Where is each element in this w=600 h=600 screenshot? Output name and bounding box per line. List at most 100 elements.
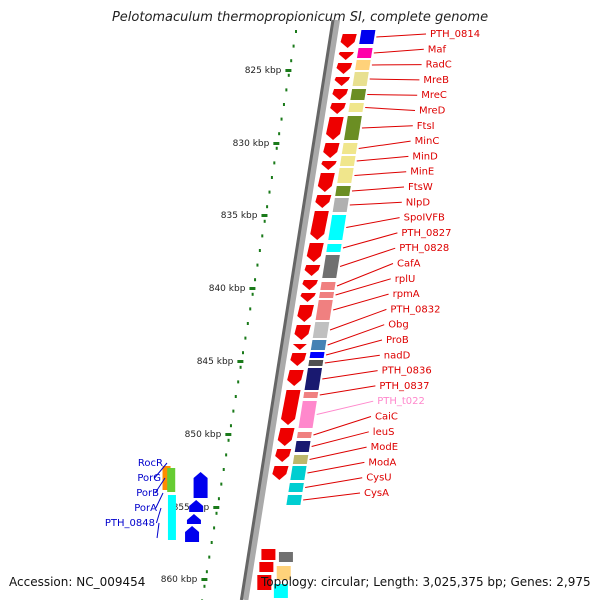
scale-dot	[292, 44, 295, 48]
cog-box	[332, 198, 349, 212]
scale-dot	[266, 205, 269, 209]
cog-box	[339, 156, 356, 166]
scale-dot	[227, 438, 230, 442]
leader-line	[311, 431, 369, 447]
gene-arrow	[302, 280, 318, 290]
leader-line	[327, 324, 385, 346]
leader-line	[309, 446, 367, 460]
gene-arrow	[287, 370, 304, 386]
scale-label: 835 kbp	[221, 211, 258, 221]
gene-label: Obg	[388, 320, 409, 331]
cog-box	[337, 168, 354, 183]
gene-label: RadC	[426, 60, 452, 71]
scale-dot	[258, 249, 261, 252]
gene-label: NlpD	[406, 197, 431, 208]
cog-box	[288, 483, 304, 492]
scale-tick	[273, 142, 280, 145]
cog-box	[303, 392, 319, 398]
gene-arrow	[336, 63, 353, 74]
scale-dot	[273, 161, 276, 165]
scale-dot	[275, 146, 278, 150]
map-title: Pelotomaculum thermopropionicum SI, comp…	[111, 10, 489, 25]
gene-label: PorA	[134, 503, 157, 514]
gene-label: CysA	[364, 488, 389, 499]
leader-line	[154, 477, 166, 494]
scale-dot	[210, 541, 213, 544]
scale-label: 825 kbp	[245, 66, 282, 76]
cog-box	[162, 466, 171, 490]
cog-box	[167, 495, 176, 540]
cog-box	[348, 103, 364, 112]
gene-arrow	[185, 526, 200, 542]
scale-dot	[239, 365, 242, 369]
cog-box	[276, 566, 291, 580]
scale-tick	[213, 506, 220, 509]
cog-box	[322, 255, 340, 278]
gene-label: ModE	[371, 442, 398, 453]
leader-line	[155, 492, 164, 509]
scale-dot	[237, 380, 240, 384]
gene-arrow	[189, 500, 204, 512]
gene-arrow	[292, 344, 308, 350]
scale-dot	[256, 263, 259, 267]
gene-arrow	[332, 89, 349, 100]
leader-line	[376, 33, 427, 38]
scale-dot	[285, 88, 288, 92]
cog-box	[326, 244, 342, 252]
leader-line	[339, 247, 396, 267]
scale-dot	[242, 351, 245, 355]
leader-line	[336, 263, 394, 287]
leader-line	[322, 370, 378, 380]
gene-arrow	[272, 466, 289, 480]
scale-dot	[215, 511, 218, 515]
gene-arrow	[259, 562, 274, 572]
scale-label: 860 kbp	[161, 575, 198, 585]
cog-box	[290, 466, 307, 480]
gene-arrow	[261, 549, 276, 560]
leader-line	[365, 107, 416, 111]
scale-dot	[229, 424, 232, 428]
gene-arrow	[304, 265, 321, 276]
gene-label: PTH_0827	[401, 228, 451, 239]
cog-box	[350, 89, 367, 100]
scale-dot	[254, 278, 257, 282]
cog-box	[335, 186, 351, 196]
leader-line	[373, 48, 424, 54]
cog-box	[310, 340, 327, 350]
scale-dot	[251, 292, 254, 296]
gene-label: nadD	[384, 350, 411, 361]
gene-label: PorG	[137, 473, 161, 484]
cog-box	[328, 215, 347, 240]
gene-label: CaiC	[375, 412, 398, 423]
gene-label: Maf	[428, 44, 447, 55]
leader-line	[316, 400, 374, 415]
leader-line	[358, 140, 411, 149]
leader-line	[351, 186, 405, 192]
leader-line	[356, 155, 409, 162]
scale-dot	[290, 59, 293, 63]
scale-dot	[232, 409, 235, 413]
scale-dot	[220, 482, 223, 486]
gene-arrow	[321, 161, 337, 170]
cog-box	[355, 60, 371, 70]
cog-box	[359, 30, 376, 44]
gene-arrow	[323, 143, 340, 158]
gene-arrow	[193, 472, 208, 498]
leader-line	[367, 94, 418, 96]
gene-label: PTH_0828	[399, 243, 449, 254]
gene-label: PorB	[136, 488, 159, 499]
gene-arrow	[290, 353, 307, 366]
gene-label: MreC	[421, 90, 447, 101]
scale-tick	[201, 578, 208, 581]
accession-label: Accession: NC_009454	[9, 575, 146, 589]
cog-box	[308, 360, 324, 366]
cog-box	[356, 48, 373, 58]
backbone	[239, 19, 335, 600]
scale-dot	[282, 103, 285, 106]
cog-box	[292, 455, 309, 464]
cog-box	[319, 292, 335, 298]
scale-dot	[208, 555, 211, 559]
leader-line	[354, 171, 407, 176]
cog-box	[286, 495, 302, 505]
